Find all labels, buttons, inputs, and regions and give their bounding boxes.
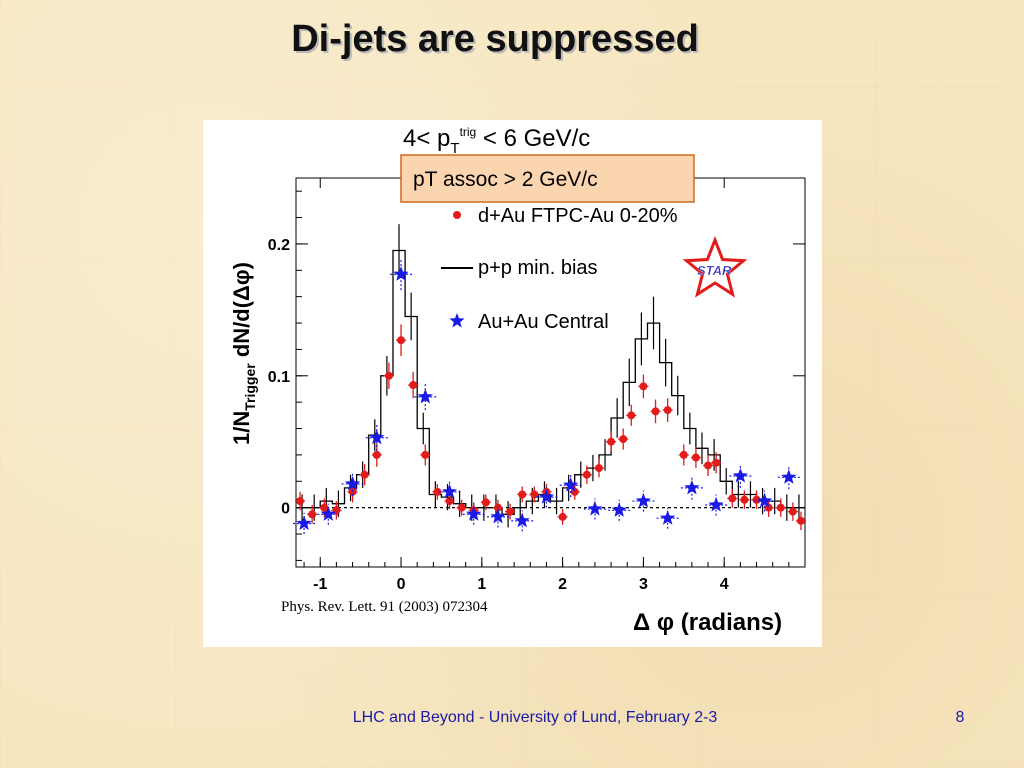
assoc-box-label: pT assoc > 2 GeV/c — [413, 168, 598, 191]
x-tick-label: 2 — [558, 576, 567, 593]
x-tick-label: 1 — [477, 576, 486, 593]
dau-point — [619, 435, 628, 444]
legend-dau-label: d+Au FTPC-Au 0-20% — [478, 205, 678, 227]
auau-point — [708, 497, 724, 512]
auau-point — [296, 515, 312, 530]
dau-point — [518, 490, 527, 499]
dau-point — [639, 382, 648, 391]
dau-point — [776, 503, 785, 512]
auau-point — [757, 493, 773, 508]
legend-pp-label: p+p min. bias — [478, 257, 598, 279]
auau-point — [732, 468, 748, 483]
y-axis-label: 1/NTrigger dN/d(Δφ) — [229, 262, 258, 445]
dau-point — [320, 503, 329, 512]
auau-point — [538, 489, 555, 504]
dau-point — [530, 490, 539, 499]
auau-point — [587, 501, 603, 516]
dau-point — [679, 450, 688, 459]
dau-point — [704, 461, 713, 470]
dau-point — [296, 497, 305, 506]
x-tick-label: 0 — [397, 576, 406, 593]
legend-star-shape — [449, 313, 465, 328]
dau-point — [433, 487, 442, 496]
chart-title: 4< pTtrig < 6 GeV/c — [403, 125, 590, 157]
slide-title: Di-jets are suppressed — [291, 18, 699, 60]
y-tick-label: 0.2 — [268, 237, 290, 254]
footer-text: LHC and Beyond - University of Lund, Feb… — [352, 709, 718, 726]
dau-point — [360, 470, 369, 479]
auau-point — [781, 469, 797, 484]
dau-point — [607, 437, 616, 446]
x-tick-label: 4 — [720, 576, 729, 593]
chart: -1 0 1 2 3 4 0 0.1 0.2 4< pTtrig < 6 GeV/c pT as… — [229, 125, 806, 636]
dau-point — [506, 507, 515, 516]
auau-point — [635, 493, 651, 508]
legend-auau-marker — [449, 313, 465, 328]
dau-point — [493, 503, 502, 512]
dau-point — [796, 516, 805, 525]
dau-point — [308, 510, 317, 519]
dau-point — [481, 498, 490, 507]
dau-point — [457, 503, 466, 512]
dau-point — [728, 494, 737, 503]
auau-point — [417, 388, 433, 404]
plot-frame — [295, 177, 806, 568]
dau-point — [397, 336, 406, 345]
dau-point — [445, 497, 454, 506]
dau-point — [627, 411, 636, 420]
assoc-box — [400, 154, 695, 203]
figure-panel: -1 0 1 2 3 4 0 0.1 0.2 4< pTtrig < 6 GeV/c pT as… — [203, 120, 822, 647]
x-axis-label: Δ φ (radians) — [633, 609, 782, 636]
dau-point — [582, 470, 591, 479]
auau-point — [611, 502, 627, 517]
y-tick-label: 0 — [281, 501, 290, 518]
star-logo: STAR — [682, 235, 748, 298]
dau-point — [651, 407, 660, 416]
star-logo-text: STAR — [697, 263, 732, 278]
legend-auau-label: Au+Au Central — [478, 311, 609, 333]
auau-point — [320, 506, 336, 521]
auau-point — [490, 508, 506, 524]
citation: Phys. Rev. Lett. 91 (2003) 072304 — [281, 599, 488, 615]
y-tick-label: 0.1 — [268, 369, 290, 386]
auau-point — [369, 429, 385, 445]
x-tick-label: 3 — [639, 576, 648, 593]
dau-point — [594, 464, 603, 473]
dau-point — [409, 381, 418, 390]
legend-dau-marker — [453, 211, 461, 219]
x-tick-label: -1 — [313, 576, 327, 593]
dau-point — [663, 406, 672, 415]
auau-point — [466, 506, 482, 521]
auau-point — [660, 510, 676, 525]
auau-point — [441, 483, 458, 499]
dau-point — [752, 495, 761, 504]
pp-histogram-line — [296, 249, 805, 515]
auau-point — [393, 266, 409, 281]
dau-point — [558, 512, 567, 521]
dau-point — [421, 450, 430, 459]
dau-point — [372, 450, 381, 459]
slide-number: 8 — [955, 709, 965, 726]
auau-point — [684, 479, 700, 495]
dau-point — [712, 458, 721, 467]
dau-point — [348, 487, 357, 496]
legend: d+Au FTPC-Au 0-20% p+p min. bias Au+Au C… — [441, 205, 678, 333]
dau-point — [740, 495, 749, 504]
auau-point — [344, 475, 361, 491]
auau-point — [563, 477, 579, 492]
auau-point — [514, 512, 530, 528]
dau-point — [384, 371, 393, 380]
dau-point — [691, 453, 700, 462]
dau-point — [788, 507, 797, 516]
